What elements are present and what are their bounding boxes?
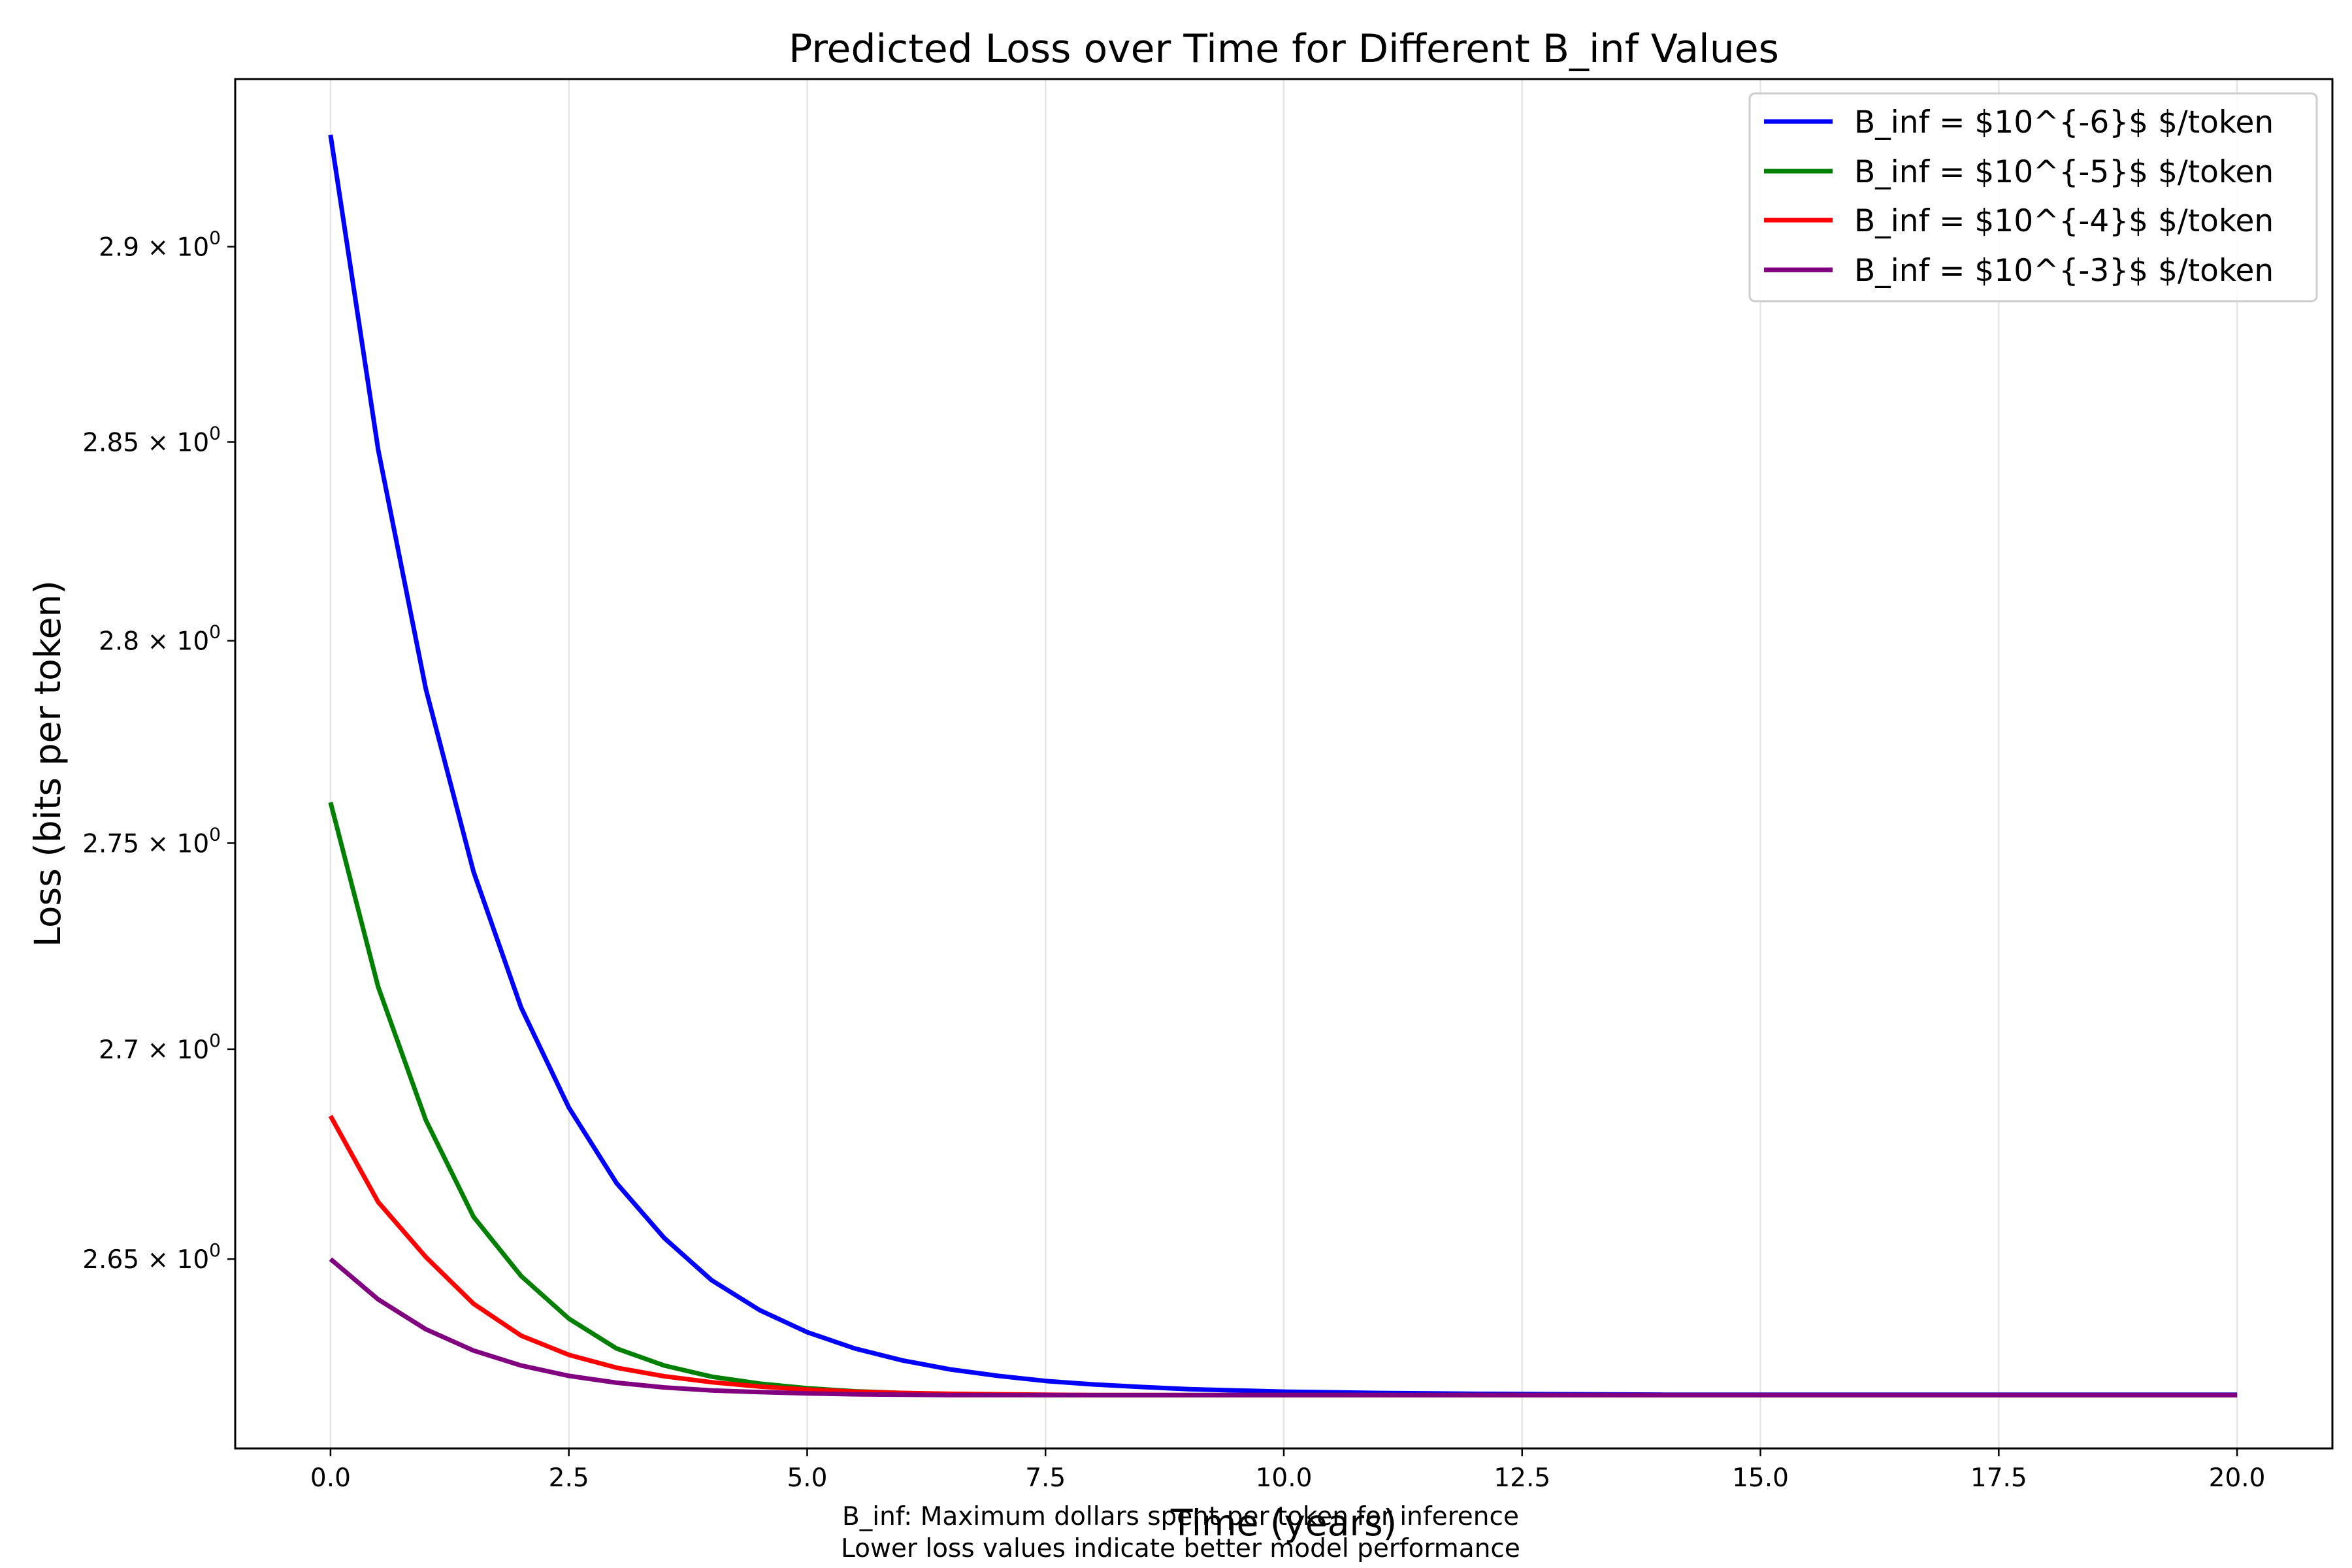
legend-label-series-1: B_inf = $10^{-6}$ $/token (1854, 105, 2274, 140)
y-tick-label: 2.9 × 100 (99, 227, 221, 263)
x-ticks: 0.0 2.5 5.0 7.5 10.0 12.5 15.0 17.5 20.0 (310, 1448, 2266, 1493)
chart-title: Predicted Loss over Time for Different B… (789, 26, 1779, 72)
y-tick-label: 2.85 × 100 (82, 422, 221, 457)
legend-label-series-4: B_inf = $10^{-3}$ $/token (1854, 253, 2274, 289)
y-tick-label: 2.7 × 100 (99, 1030, 221, 1065)
x-tick-label: 12.5 (1494, 1463, 1550, 1493)
x-tick-label: 0.0 (310, 1463, 351, 1493)
y-tick-label: 2.8 × 100 (99, 621, 221, 657)
footnote-line-2: Lower loss values indicate better model … (841, 1534, 1520, 1563)
legend-label-series-2: B_inf = $10^{-5}$ $/token (1854, 154, 2274, 190)
series-line-4 (329, 1257, 2238, 1397)
x-tick-label: 5.0 (787, 1463, 827, 1493)
x-tick-label: 20.0 (2209, 1463, 2266, 1493)
x-axis-label: Time (years) (1170, 1502, 1397, 1544)
footnote-line-1: B_inf: Maximum dollars spent per token f… (842, 1502, 1519, 1531)
legend-label-series-3: B_inf = $10^{-4}$ $/token (1854, 203, 2274, 239)
x-tick-label: 17.5 (1970, 1463, 2027, 1493)
x-tick-label: 15.0 (1732, 1463, 1789, 1493)
series-layer (328, 134, 2238, 1397)
legend: B_inf = $10^{-6}$ $/token B_inf = $10^{-… (1748, 92, 2318, 302)
x-tick-label: 2.5 (549, 1463, 589, 1493)
legend-box (1748, 92, 2318, 302)
y-ticks: 2.65 × 100 2.7 × 100 2.75 × 100 2.8 × 100 2.… (82, 227, 235, 1275)
grid-layer (329, 79, 2238, 1448)
x-tick-label: 10.0 (1256, 1463, 1313, 1493)
y-tick-label: 2.75 × 100 (82, 823, 221, 858)
y-tick-label: 2.65 × 100 (82, 1239, 221, 1275)
y-axis-label: Loss (bits per token) (27, 580, 69, 947)
x-tick-label: 7.5 (1025, 1463, 1066, 1493)
